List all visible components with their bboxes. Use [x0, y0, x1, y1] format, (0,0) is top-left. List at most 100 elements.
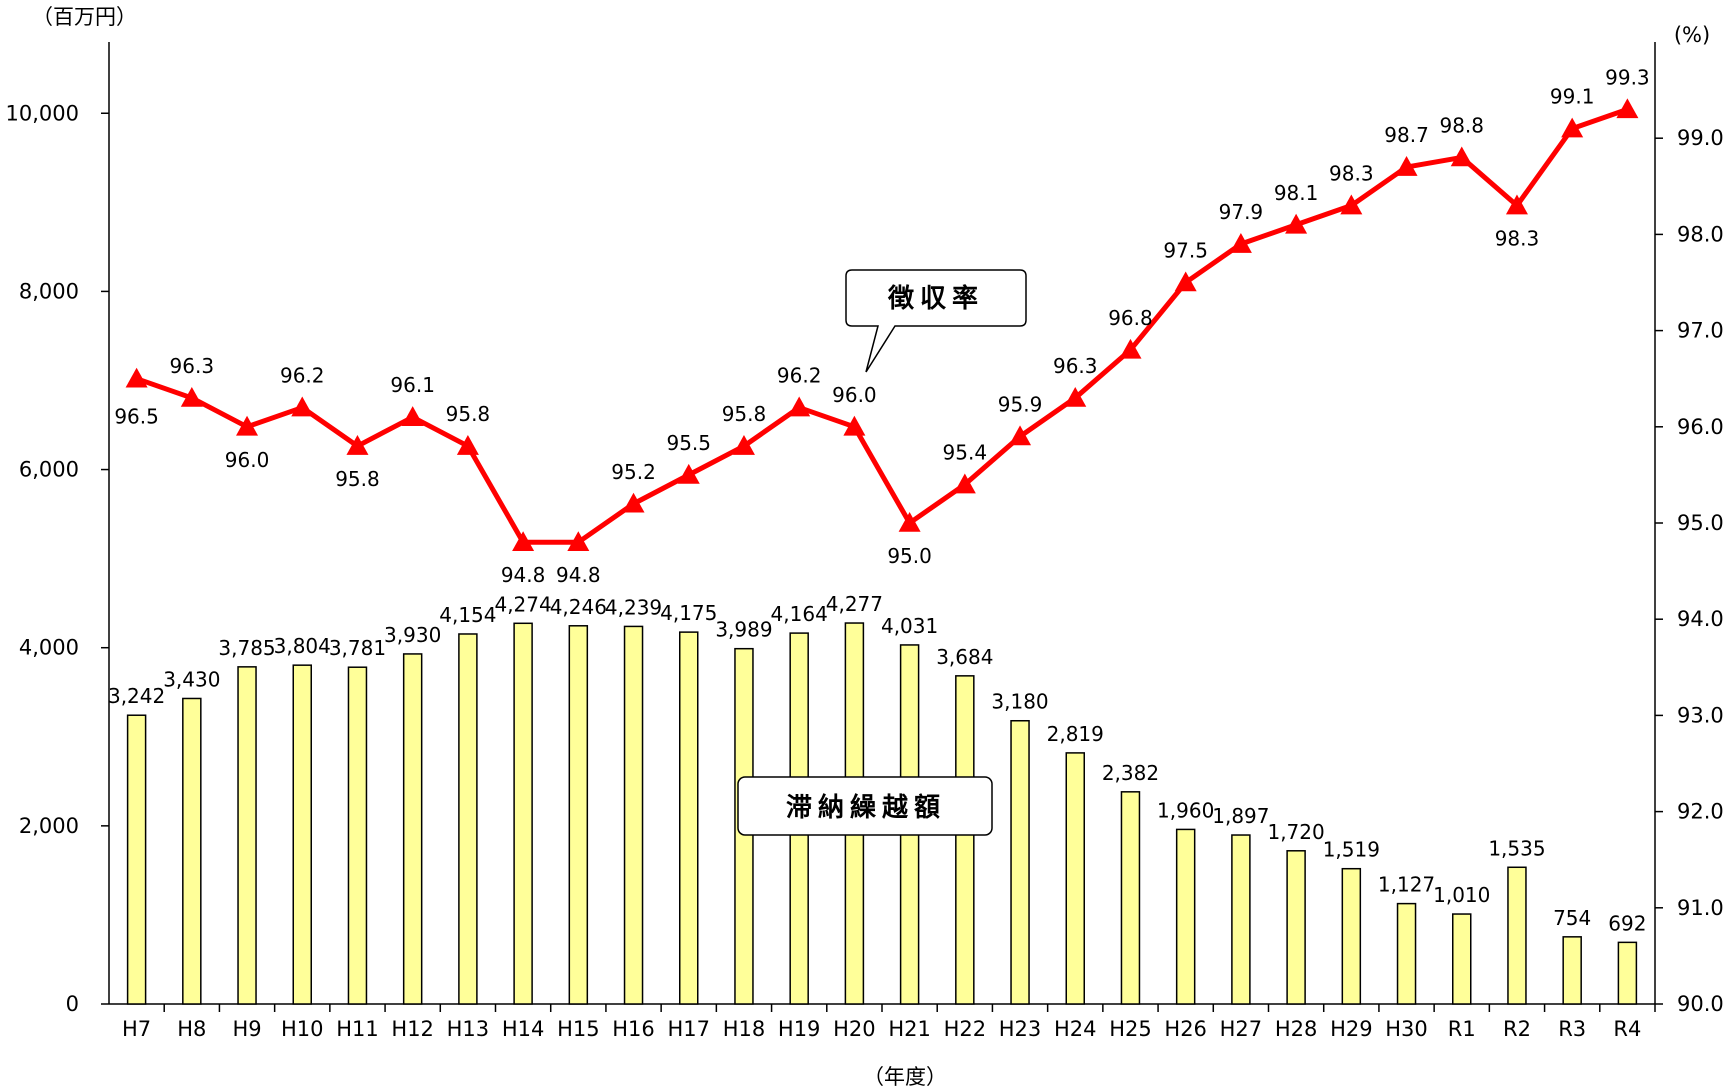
bar-value-label: 754 — [1553, 906, 1591, 930]
x-tick-label: H28 — [1275, 1017, 1318, 1041]
left-tick-label: 8,000 — [19, 279, 79, 303]
x-tick-label: H13 — [447, 1017, 490, 1041]
left-tick-label: 4,000 — [19, 636, 79, 660]
line-marker — [1229, 233, 1252, 253]
line-marker — [1561, 117, 1584, 138]
bar — [1065, 752, 1085, 1005]
x-tick-label: R3 — [1558, 1017, 1586, 1041]
bar — [402, 653, 423, 1005]
line-marker — [953, 473, 976, 494]
bar — [1396, 902, 1417, 1005]
bar-value-label: 3,684 — [936, 645, 993, 669]
bar-value-label: 3,781 — [329, 636, 386, 660]
x-tick-label: H12 — [391, 1017, 434, 1041]
line-marker — [1174, 271, 1197, 292]
bar — [1175, 828, 1196, 1005]
bar-value-label: 4,246 — [550, 595, 607, 619]
x-tick-label: H19 — [778, 1017, 821, 1041]
line-value-label: 94.8 — [501, 563, 546, 587]
line-value-label: 96.0 — [225, 448, 270, 472]
left-axis-unit: （百万円） — [32, 5, 137, 29]
bar-value-label: 3,430 — [163, 667, 220, 691]
bar-value-label: 2,819 — [1047, 722, 1104, 746]
bar-value-label: 4,031 — [881, 614, 938, 638]
line-value-label: 96.5 — [114, 405, 159, 429]
line-value-label: 95.8 — [335, 467, 380, 491]
left-tick-label: 0 — [66, 992, 79, 1016]
bar — [1120, 791, 1141, 1005]
x-tick-label: H14 — [502, 1017, 545, 1041]
line-value-label: 96.3 — [170, 354, 215, 378]
bar-value-label: 3,180 — [991, 690, 1048, 714]
bar-value-label: 1,519 — [1323, 838, 1380, 862]
line-marker — [1119, 338, 1142, 359]
bar-value-label: 4,175 — [660, 601, 717, 625]
line-marker — [677, 463, 700, 484]
line-value-label: 95.2 — [611, 460, 656, 484]
x-tick-label: H10 — [281, 1017, 324, 1041]
line-value-label: 98.3 — [1329, 162, 1374, 186]
callout-box — [737, 776, 993, 836]
line-marker — [401, 406, 424, 426]
line-value-label: 98.8 — [1439, 113, 1484, 137]
line-marker — [1064, 386, 1087, 407]
right-axis-unit: (%) — [1674, 23, 1710, 47]
bar — [1341, 867, 1362, 1005]
bar — [1452, 913, 1472, 1005]
line-marker — [236, 415, 259, 436]
line-value-label: 96.2 — [280, 364, 325, 388]
line-marker — [180, 386, 203, 407]
right-tick-label: 90.0 — [1677, 992, 1724, 1016]
left-tick-label: 6,000 — [19, 458, 79, 482]
bar-value-label: 4,274 — [494, 592, 551, 616]
bar — [292, 664, 312, 1005]
line-path — [135, 106, 1629, 545]
line-value-label: 98.7 — [1384, 123, 1429, 147]
bar — [513, 622, 533, 1005]
bar — [1562, 936, 1582, 1005]
line-marker — [788, 396, 811, 417]
right-tick-label: 91.0 — [1677, 896, 1724, 920]
line-value-label: 95.8 — [446, 402, 491, 426]
bar-value-label: 3,989 — [715, 618, 772, 642]
x-tick-label: H18 — [723, 1017, 766, 1041]
line-marker — [1395, 156, 1418, 176]
bar-value-label: 1,720 — [1267, 820, 1324, 844]
bar-value-label: 4,154 — [439, 603, 496, 627]
bar-value-label: 4,277 — [826, 592, 883, 616]
x-tick-label: R1 — [1448, 1017, 1476, 1041]
bar — [623, 625, 644, 1005]
line-series — [125, 98, 1639, 552]
right-tick-label: 97.0 — [1677, 319, 1724, 343]
x-tick-label: H11 — [336, 1017, 379, 1041]
bar — [347, 666, 368, 1005]
x-tick-label: H24 — [1054, 1017, 1097, 1041]
line-value-label: 96.8 — [1108, 306, 1153, 330]
line-value-label: 95.4 — [943, 441, 988, 465]
x-tick-label: H26 — [1164, 1017, 1207, 1041]
x-tick-label: H7 — [122, 1017, 151, 1041]
x-tick-label: H20 — [833, 1017, 876, 1041]
bar-series-callout: 滞納繰越額 — [737, 776, 993, 836]
line-value-label: 99.1 — [1550, 85, 1595, 109]
bar — [237, 666, 257, 1005]
line-value-label: 97.5 — [1163, 239, 1208, 263]
line-value-label: 95.9 — [998, 392, 1043, 416]
bar — [679, 631, 699, 1005]
line-marker — [456, 435, 479, 455]
line-marker — [843, 415, 866, 436]
x-tick-label: H29 — [1330, 1017, 1373, 1041]
left-tick-label: 2,000 — [19, 814, 79, 838]
line-value-label: 96.0 — [832, 383, 877, 407]
line-marker — [732, 435, 755, 455]
bar-value-label: 1,897 — [1212, 804, 1269, 828]
line-marker — [1450, 146, 1473, 167]
right-tick-label: 95.0 — [1677, 511, 1724, 535]
x-axis-title: （年度） — [863, 1065, 947, 1089]
line-marker — [291, 396, 314, 417]
line-marker — [512, 531, 535, 552]
x-tick-label: H27 — [1220, 1017, 1263, 1041]
right-tick-label: 99.0 — [1677, 126, 1724, 150]
